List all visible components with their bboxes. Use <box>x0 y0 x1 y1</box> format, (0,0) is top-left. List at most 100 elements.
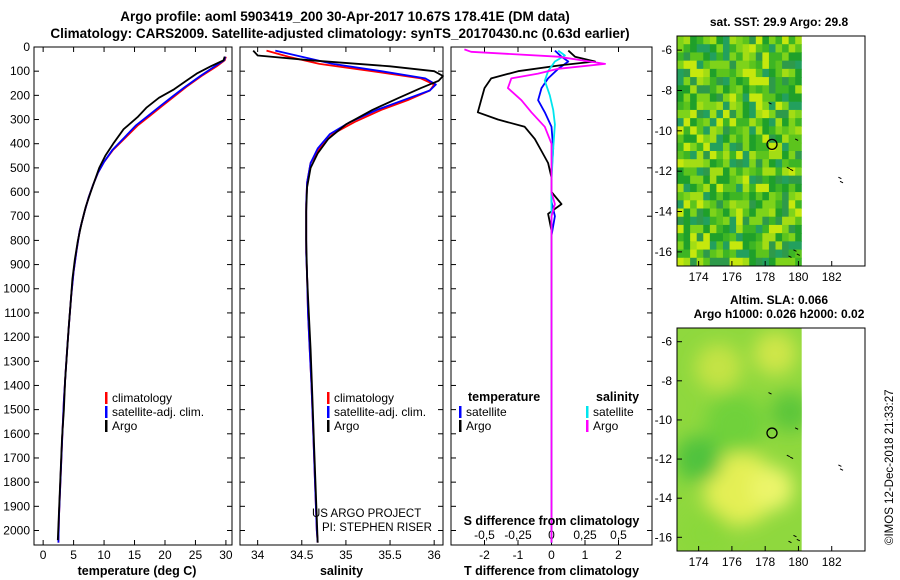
sst-map-cell <box>683 118 691 127</box>
sst-map-cell <box>782 167 790 177</box>
sla-map-island-mark <box>793 534 797 538</box>
sst-map-cell <box>677 36 685 45</box>
temperature-ytick-label: 200 <box>10 88 30 102</box>
sst-map-cell <box>749 200 757 210</box>
sst-map-island-mark <box>839 180 844 184</box>
sst-map-cell <box>709 85 718 95</box>
sst-map-cell <box>729 233 737 242</box>
sst-map-cell <box>749 44 757 54</box>
salinity-xtick-label: 35 <box>339 548 353 562</box>
temperature-ytick-label: 1200 <box>3 330 30 344</box>
sst-map-cell <box>677 109 685 119</box>
difference-s-tick-label: -0,25 <box>504 528 532 542</box>
sst-map-cell <box>788 118 796 127</box>
sst-map-cell <box>762 36 770 45</box>
sst-map-cell <box>749 93 757 103</box>
sst-map-cell <box>775 200 783 210</box>
sst-map-cell <box>742 52 750 62</box>
sst-map-cell <box>677 200 685 210</box>
temperature-ytick-label: 500 <box>10 161 30 175</box>
temperature-xtick-label: 30 <box>219 548 233 562</box>
sst-map-cell <box>696 134 704 144</box>
sst-map-cell <box>768 257 777 266</box>
sst-map-cell <box>768 167 777 177</box>
sst-map-cell <box>788 77 796 86</box>
sst-map-cell <box>716 159 724 169</box>
sst-map-cell <box>716 241 724 251</box>
sst-map-cell <box>749 52 757 62</box>
sst-map-cell <box>762 126 770 136</box>
sst-map-cell <box>683 85 691 95</box>
sst-map-cell <box>775 257 783 266</box>
sst-map-cell <box>795 192 802 201</box>
sst-map-cell <box>709 36 718 45</box>
sst-map-cell <box>736 200 744 210</box>
sst-map-cell <box>690 60 698 70</box>
sst-map-cell <box>755 77 763 86</box>
temperature-ytick-label: 1600 <box>3 427 30 441</box>
sst-map-cell <box>709 68 718 78</box>
sst-map-cell <box>762 241 770 251</box>
sst-map-cell <box>768 118 777 127</box>
sst-map-cell <box>729 101 737 111</box>
sst-map-cell <box>716 224 724 234</box>
temperature-xtick-label: 25 <box>189 548 203 562</box>
sst-map-cell <box>709 216 718 226</box>
salinity-annotation-pi: PI: STEPHEN RISER <box>322 522 432 534</box>
sla-map-blob <box>680 508 731 551</box>
sst-map-cell <box>742 233 750 242</box>
sst-map-cell <box>749 60 757 70</box>
sst-map-cell <box>795 216 802 226</box>
sst-map-cell <box>690 233 698 242</box>
sst-map-cell <box>742 249 750 259</box>
sst-map-cell <box>749 233 757 242</box>
difference-s-tick-label: 0,5 <box>610 528 627 542</box>
sla-map-island-mark <box>768 392 772 395</box>
sst-map-cell <box>736 118 744 127</box>
sst-map-cell <box>782 68 790 78</box>
sla-map-blob <box>705 393 766 454</box>
temperature-ytick-label: 300 <box>10 113 30 127</box>
sst-map-cell <box>722 44 731 54</box>
sst-map-cell <box>795 134 802 144</box>
sst-map-cell <box>696 224 704 234</box>
sst-map-cell <box>690 85 698 95</box>
sst-map-cell <box>782 101 790 111</box>
salinity-xtick-label: 35.5 <box>378 548 402 562</box>
temperature-panel: 0100200300400500600700800900100011001200… <box>3 40 233 578</box>
temperature-plot-frame <box>33 46 233 546</box>
imos-credit: ©IMOS 12-Dec-2018 21:33:27 <box>884 389 896 545</box>
sst-map-cell <box>775 241 783 251</box>
sst-map-cell <box>768 68 777 78</box>
sst-map-cell <box>690 101 698 111</box>
temperature-xtick-label: 15 <box>128 548 142 562</box>
sla-map-profile-location-marker <box>766 427 778 439</box>
difference-xtick-label: 1 <box>582 548 589 562</box>
temperature-ytick-label: 1400 <box>3 378 30 392</box>
temperature-ytick-label: 800 <box>10 233 30 247</box>
sst-map-cell <box>795 241 802 251</box>
figure-title-line1: Argo profile: aoml 5903419_200 30-Apr-20… <box>120 9 569 24</box>
sst-map-cell <box>729 224 737 234</box>
sst-map-cell <box>683 60 691 70</box>
sst-map-cell <box>703 44 711 54</box>
sst-map-cell <box>736 241 744 251</box>
sst-map-cell <box>709 77 718 86</box>
sst-map-cell <box>788 85 796 95</box>
sst-map-cell <box>683 224 691 234</box>
sst-map-cell <box>696 249 704 259</box>
sst-map-cell <box>716 60 724 70</box>
sst-map-cell <box>677 192 685 201</box>
sst-map-cell <box>795 85 802 95</box>
sst-map-cell <box>722 192 731 201</box>
sst-map-cell <box>703 134 711 144</box>
sst-map-cell <box>677 183 685 193</box>
sst-map-cell <box>677 85 685 95</box>
sst-map-cell <box>690 224 698 234</box>
sst-map-xtick-label: 176 <box>722 270 742 284</box>
sla-map-ytick-label: -16 <box>655 530 673 544</box>
sst-map-cell <box>709 60 718 70</box>
sst-map-cell <box>762 52 770 62</box>
salinity-xtick-label: 34 <box>251 548 265 562</box>
sst-map-cell <box>736 44 744 54</box>
